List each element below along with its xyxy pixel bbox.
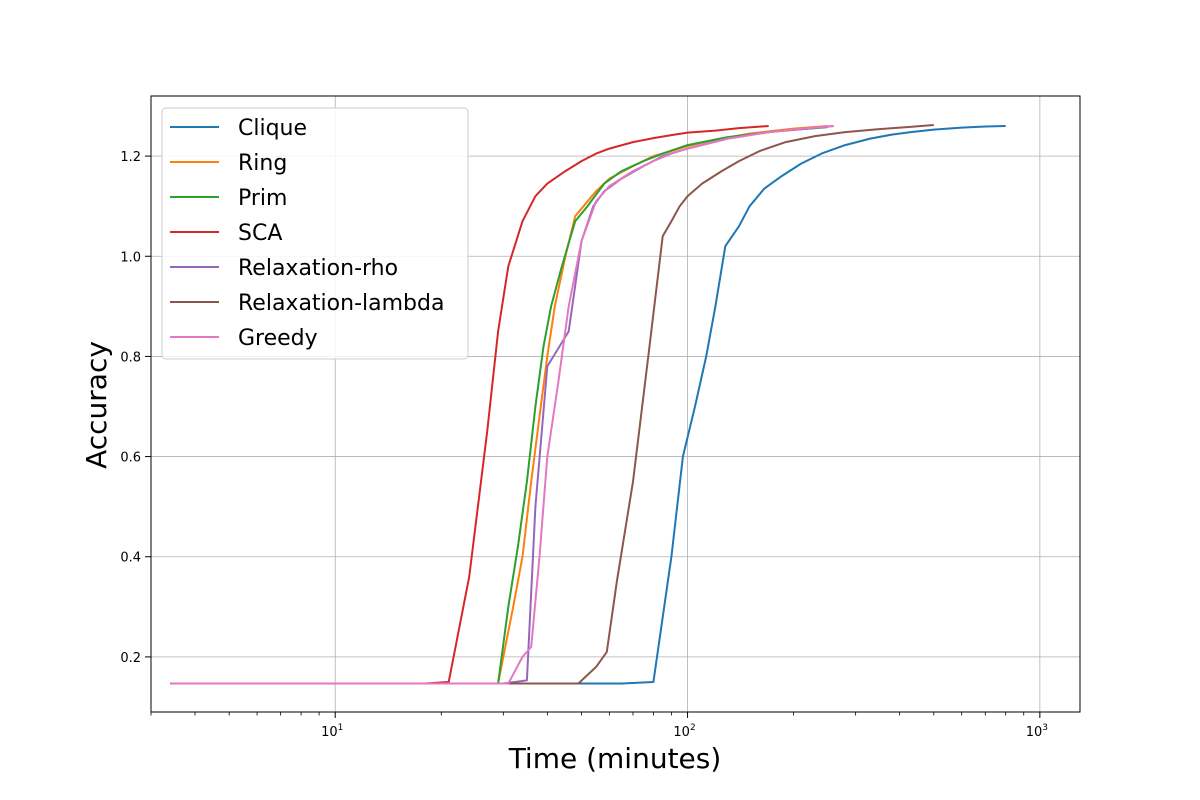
y-tick-label: 0.8 [120, 350, 141, 365]
y-tick-label: 0.6 [120, 451, 141, 466]
y-tick-label: 1.0 [120, 250, 141, 265]
x-tick-exponent: 3 [1042, 723, 1048, 733]
legend: Clique Ring Prim SCA Relaxation-rho Relaxatio… [161, 107, 469, 360]
x-tick-exponent: 1 [338, 723, 344, 733]
x-axis-ticks: 101 102 103 [150, 712, 1048, 740]
y-tick-label: 1.2 [120, 150, 141, 165]
series-line-prim [170, 126, 828, 685]
x-tick-label: 103 [1026, 723, 1048, 740]
series-line-sca [170, 125, 769, 685]
legend-label-prim: Prim [238, 186, 287, 211]
x-tick-exponent: 2 [690, 723, 696, 733]
y-tick-label: 0.4 [120, 551, 141, 566]
y-tick-label: 0.2 [120, 651, 141, 666]
x-tick-label: 101 [321, 723, 343, 740]
series-line-relaxation-lambda [170, 124, 934, 685]
legend-label-sca: SCA [238, 221, 282, 246]
series-group [170, 124, 1006, 685]
legend-box [161, 107, 469, 360]
y-axis-ticks: 0.2 0.4 0.6 0.8 1.0 1.2 [120, 150, 151, 666]
legend-label-relaxation-lambda: Relaxation-lambda [238, 291, 444, 316]
x-axis-label: Time (minutes) [508, 742, 722, 775]
legend-label-clique: Clique [238, 116, 307, 141]
series-line-greedy [170, 125, 834, 685]
legend-label-greedy: Greedy [238, 326, 318, 351]
plot-frame [150, 95, 1081, 713]
y-axis-label: Accuracy [80, 341, 113, 469]
x-tick-label: 102 [673, 723, 695, 740]
legend-label-relaxation-rho: Relaxation-rho [238, 256, 398, 281]
legend-label-ring: Ring [238, 151, 287, 176]
